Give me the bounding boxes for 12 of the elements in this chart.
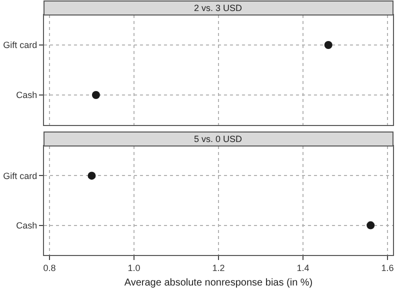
y-tick-label: Gift card (3, 170, 38, 181)
y-tick-label: Cash (16, 90, 38, 100)
x-tick-label: 1.2 (212, 262, 225, 273)
chart-title: 5 vs. 0 USD (194, 134, 243, 144)
x-tick-label: 0.8 (43, 262, 56, 273)
y-tick-label: Gift card (3, 40, 38, 50)
x-tick-label: 1.0 (128, 262, 140, 273)
x-axis-title: Average absolute nonresponse bias (in %) (124, 277, 313, 288)
chart-title: 2 vs. 3 USD (194, 3, 243, 13)
y-tick-label: Cash (16, 220, 38, 230)
x-tick-label: 1.6 (381, 262, 394, 273)
x-tick-label: 1.4 (296, 262, 310, 273)
